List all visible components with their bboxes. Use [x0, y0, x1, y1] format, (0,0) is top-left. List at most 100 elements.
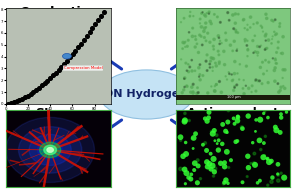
Point: [209, 168, 213, 171]
Point: [279, 172, 284, 175]
Point: [206, 116, 211, 119]
Point: [281, 68, 285, 71]
Point: [25, 94, 30, 97]
Point: [226, 166, 231, 169]
Point: [210, 57, 214, 60]
Point: [248, 16, 253, 19]
Point: [260, 82, 264, 85]
Point: [28, 92, 33, 95]
Point: [224, 39, 229, 42]
Point: [216, 149, 221, 152]
Point: [267, 61, 271, 64]
Point: [190, 35, 195, 38]
Point: [205, 165, 210, 168]
Point: [255, 54, 260, 57]
Point: [210, 69, 215, 72]
Point: [276, 163, 280, 166]
Point: [189, 59, 194, 62]
Point: [212, 38, 217, 41]
Point: [232, 122, 237, 125]
Point: [269, 42, 274, 45]
Point: [231, 89, 236, 92]
Point: [203, 15, 208, 18]
Point: [198, 177, 203, 180]
Point: [213, 167, 217, 170]
Point: [204, 60, 208, 63]
Point: [229, 73, 234, 76]
Point: [241, 18, 246, 21]
Point: [213, 61, 218, 64]
Point: [279, 113, 283, 116]
Point: [207, 63, 212, 66]
Point: [231, 13, 235, 16]
Point: [191, 90, 195, 93]
Point: [264, 13, 268, 16]
Point: [273, 126, 278, 129]
Point: [250, 141, 255, 144]
Point: [264, 33, 268, 36]
Point: [6, 102, 11, 105]
Point: [253, 79, 258, 82]
Point: [183, 62, 188, 65]
Point: [199, 25, 204, 28]
FancyArrowPatch shape: [88, 120, 122, 144]
Point: [265, 47, 269, 50]
Text: Conductive: Conductive: [19, 6, 98, 19]
Point: [255, 21, 260, 24]
Point: [231, 117, 236, 120]
Point: [178, 167, 183, 170]
Point: [208, 20, 212, 23]
Point: [188, 66, 192, 69]
Point: [232, 72, 237, 75]
Point: [281, 84, 286, 88]
Point: [8, 102, 13, 105]
Text: DN Hydrogels: DN Hydrogels: [104, 89, 189, 98]
Point: [227, 72, 232, 75]
Point: [222, 63, 227, 66]
Point: [198, 18, 202, 21]
Point: [262, 142, 266, 145]
Point: [275, 82, 280, 85]
Point: [190, 137, 195, 140]
Point: [215, 15, 220, 18]
Circle shape: [40, 142, 61, 158]
Circle shape: [18, 127, 82, 173]
Point: [193, 69, 197, 72]
Point: [207, 10, 212, 13]
Point: [253, 50, 258, 53]
Point: [265, 184, 270, 187]
Point: [188, 15, 192, 18]
Point: [270, 35, 275, 38]
Point: [221, 182, 226, 185]
Point: [48, 77, 52, 80]
Point: [243, 40, 247, 43]
Point: [269, 160, 274, 163]
Point: [178, 136, 183, 139]
Point: [208, 152, 213, 155]
Point: [253, 90, 258, 93]
Point: [241, 79, 246, 82]
Point: [245, 44, 249, 47]
Point: [274, 32, 279, 35]
Point: [241, 87, 245, 90]
Point: [186, 176, 191, 179]
Point: [207, 12, 211, 15]
Point: [234, 140, 238, 143]
Point: [232, 86, 237, 89]
Point: [231, 78, 235, 81]
Point: [270, 57, 275, 60]
Point: [255, 51, 260, 54]
Point: [219, 42, 224, 45]
Point: [188, 91, 193, 94]
Point: [273, 58, 278, 61]
Point: [56, 68, 61, 71]
Text: Strong: Strong: [35, 107, 82, 120]
Point: [230, 79, 235, 82]
Point: [237, 78, 241, 81]
Point: [181, 88, 186, 91]
Point: [272, 30, 277, 33]
Ellipse shape: [100, 70, 193, 119]
Point: [212, 90, 217, 93]
Point: [191, 83, 195, 86]
Point: [258, 148, 263, 151]
